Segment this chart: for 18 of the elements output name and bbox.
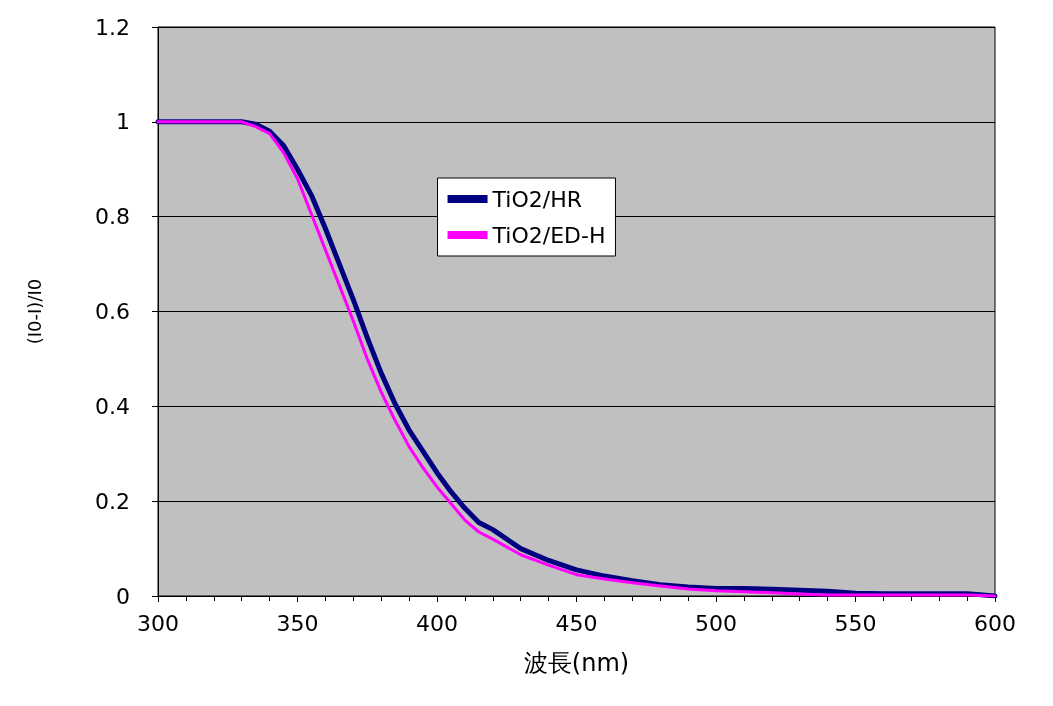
y-tick-label: 0 (116, 583, 130, 609)
y-tick-label: 0.4 (95, 393, 130, 419)
x-tick-label: 350 (276, 610, 319, 636)
y-axis-title: (I0-I)/I0 (23, 278, 45, 345)
y-tick-label: 1 (116, 109, 130, 135)
y-tick-label: 0.8 (95, 204, 130, 230)
x-axis-title: 波長(nm) (523, 649, 630, 677)
y-tick-label: 0.6 (95, 299, 130, 324)
x-tick-label: 600 (974, 610, 1016, 636)
y-tick-label: 0.2 (95, 488, 130, 514)
legend-label: TiO2/ED-H (491, 222, 606, 248)
x-tick-label: 500 (695, 610, 737, 636)
x-tick-label: 550 (834, 610, 877, 636)
x-tick-label: 400 (416, 610, 458, 636)
legend-label: TiO2/HR (491, 186, 582, 212)
y-tick-label: 1.2 (95, 14, 130, 40)
x-tick-label: 300 (137, 610, 179, 636)
x-tick-label: 450 (555, 610, 598, 636)
